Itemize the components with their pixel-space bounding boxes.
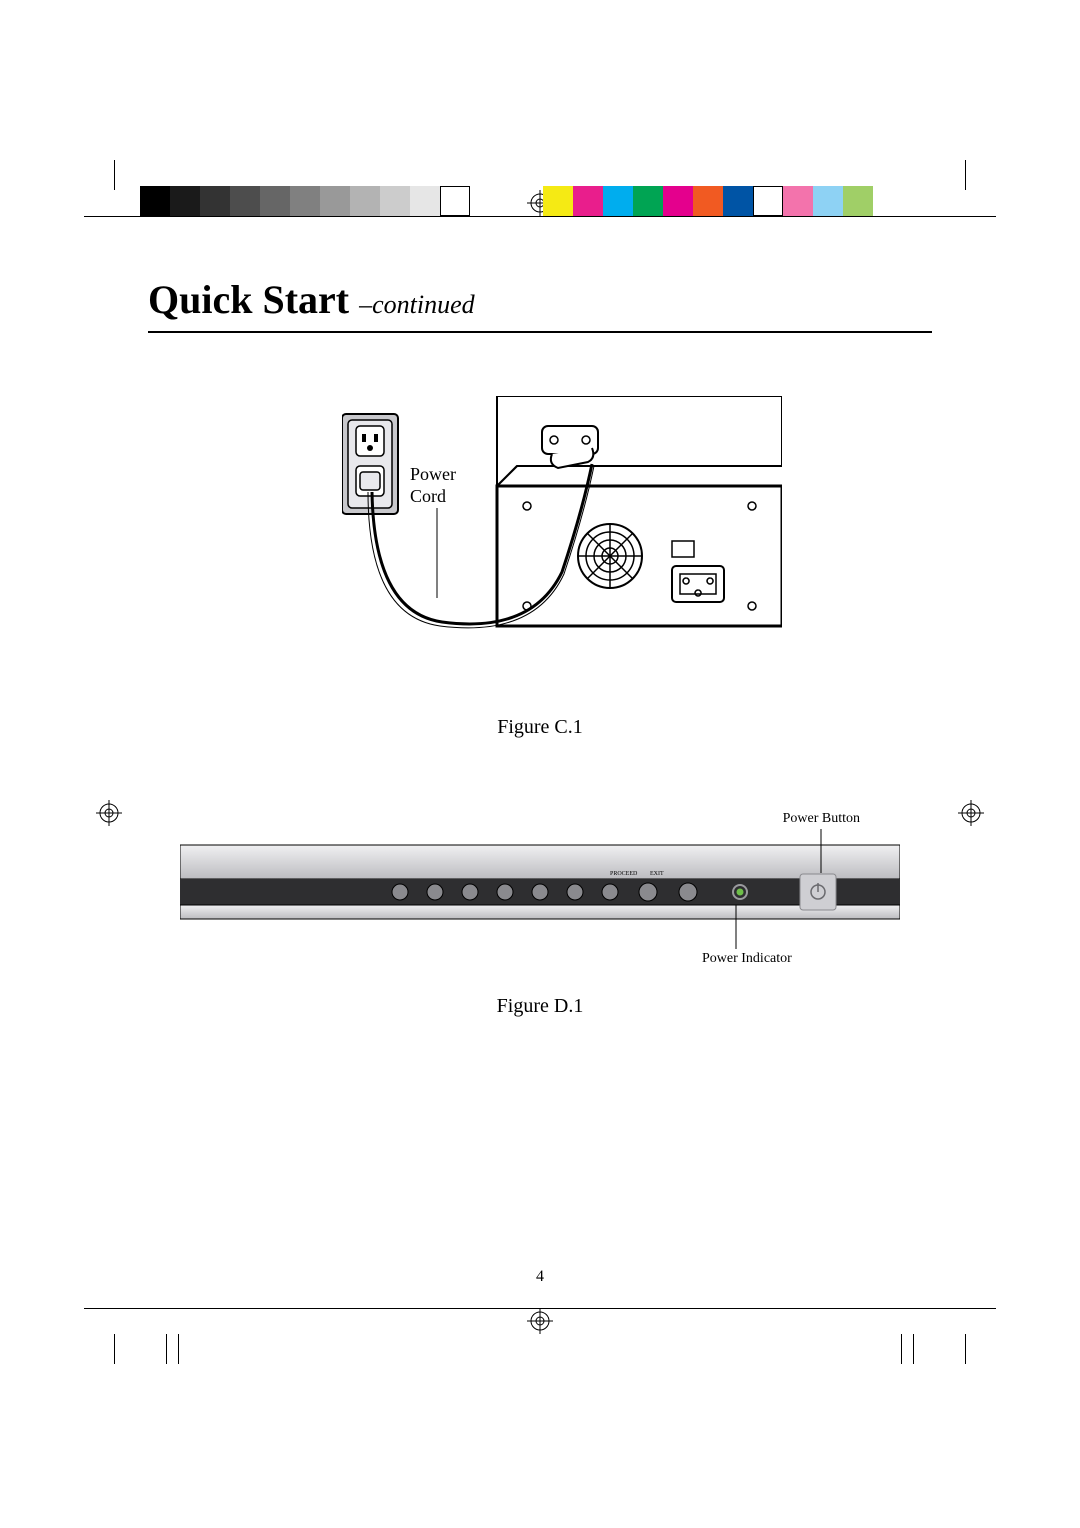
figure-d-caption: Figure D.1 <box>0 995 1080 1018</box>
figure-d-diagram: Power Button <box>180 825 900 995</box>
svg-text:EXIT: EXIT <box>650 871 664 877</box>
figure-c-caption: Figure C.1 <box>0 716 1080 739</box>
heading-main: Quick Start <box>148 277 349 322</box>
figure-c-diagram: Power Cord <box>342 396 782 696</box>
document-page: Quick Start –continued <box>0 0 1080 1528</box>
page-number: 4 <box>0 1268 1080 1286</box>
heading-sub: –continued <box>359 290 475 319</box>
registration-mark-icon <box>527 1308 553 1334</box>
grayscale-calibration-bar <box>140 186 470 216</box>
registration-mark-icon <box>96 800 122 826</box>
svg-text:PROCEED: PROCEED <box>610 871 638 877</box>
section-heading: Quick Start –continued <box>148 276 932 333</box>
color-calibration-bar <box>543 186 873 216</box>
power-indicator-label: Power Indicator <box>702 951 792 968</box>
power-button-label: Power Button <box>783 811 860 828</box>
power-cord-label: Power Cord <box>410 464 456 507</box>
registration-mark-icon <box>958 800 984 826</box>
